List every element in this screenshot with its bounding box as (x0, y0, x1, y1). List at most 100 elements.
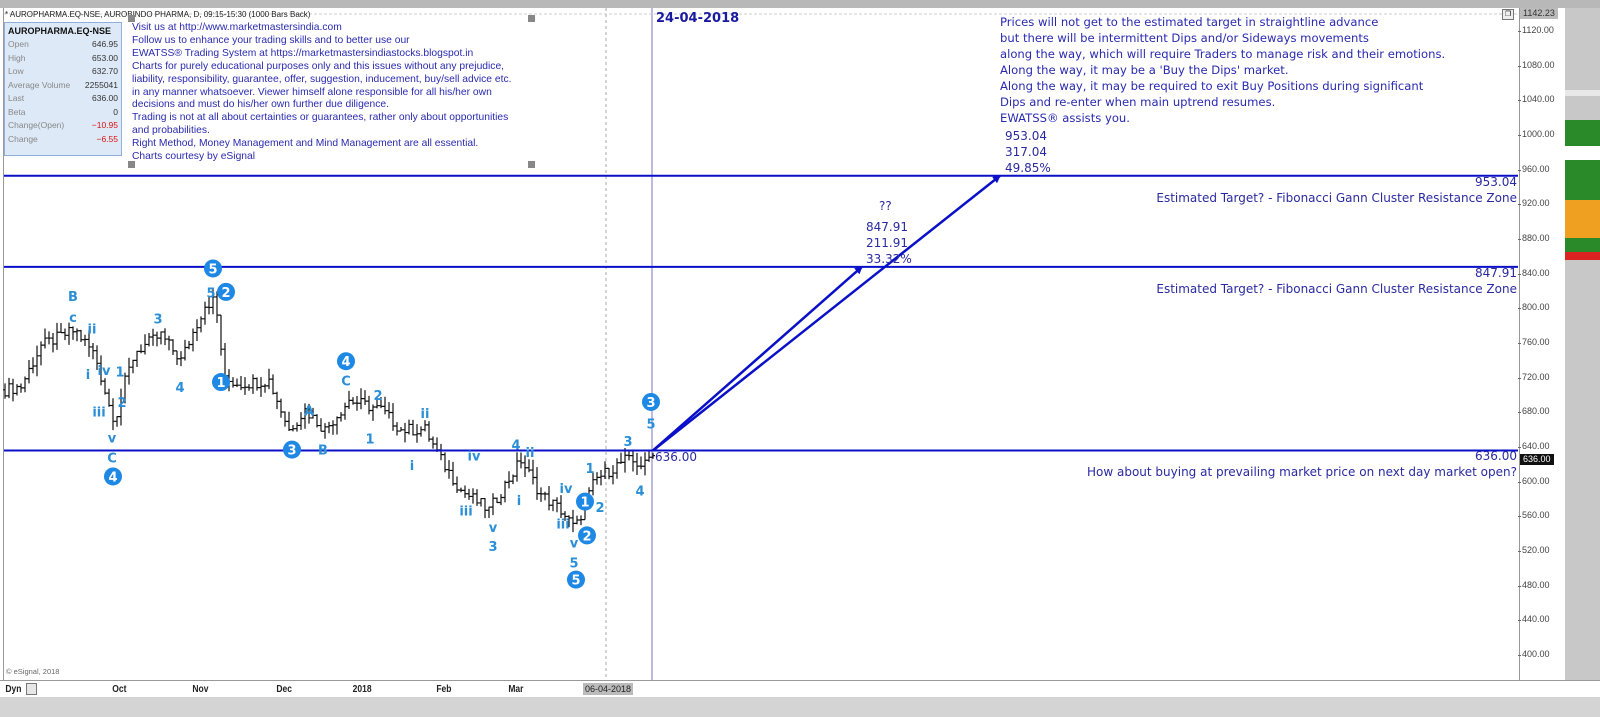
lock-icon[interactable] (26, 683, 37, 695)
note-line: Along the way, it may be required to exi… (1000, 79, 1424, 93)
price-bar (527, 459, 531, 473)
last-price-tag: 636.00 (1520, 454, 1554, 465)
price-bar (367, 395, 371, 415)
stat-line: ?? (879, 199, 892, 213)
y-tick-label: 720.00 (1518, 371, 1550, 382)
wave-label: C (341, 374, 351, 389)
price-bar (267, 368, 271, 390)
price-bar (455, 476, 459, 494)
price-bar (19, 383, 23, 393)
y-tick-label: 800.00 (1518, 302, 1550, 313)
price-bar (439, 443, 443, 461)
high-price-tag: 1142.23 (1520, 8, 1558, 19)
note-line: but there will be intermittent Dips and/… (1000, 31, 1369, 45)
y-tick-label: 1080.00 (1518, 59, 1555, 70)
info-value: 646.95 (92, 39, 118, 49)
wave-label: 1 (216, 376, 225, 391)
wave-circle-marker (578, 526, 596, 545)
copyright: © eSignal, 2018 (6, 667, 60, 676)
price-bar (547, 485, 551, 511)
price-bar (263, 383, 267, 393)
resize-handle[interactable] (528, 15, 535, 22)
price-bar (287, 411, 291, 432)
x-tick-label: Oct (112, 684, 127, 695)
price-bar (63, 328, 67, 341)
price-bar (47, 331, 51, 345)
wave-circle-marker (283, 440, 301, 459)
wave-label: 2 (117, 396, 126, 411)
target-1-stats: 953.04 317.04 49.85% (1005, 128, 1051, 176)
y-tick-label: 520.00 (1518, 545, 1550, 556)
price-bar (319, 418, 323, 432)
price-bar (131, 359, 135, 374)
resize-handle[interactable] (128, 15, 135, 22)
y-tick-label: 600.00 (1518, 475, 1550, 486)
price-bar (611, 465, 615, 485)
status-red (1565, 252, 1600, 260)
price-bar (627, 450, 631, 461)
price-bar (531, 459, 535, 485)
price-bar (475, 489, 479, 506)
price-bar (623, 448, 627, 473)
price-bar (255, 377, 259, 391)
wave-label: ii (526, 446, 535, 461)
time-axis[interactable]: Dyn 06-04-2018 Oct Nov Dec 2018 Feb Mar (0, 680, 1600, 698)
info-row: Change(Open) −10.95 (5, 119, 121, 133)
price-bar (511, 474, 515, 485)
wave-label: 3 (153, 313, 162, 328)
price-bar (343, 402, 347, 420)
price-bar (179, 351, 183, 367)
restore-window-icon[interactable]: ❐ (1502, 9, 1514, 20)
date-marker-label: 24-04-2018 (656, 11, 740, 26)
price-bar (231, 377, 235, 388)
side-panel (1565, 8, 1600, 681)
disclaimer-line: Trading is not at all about certainties … (132, 112, 509, 124)
price-bar (459, 487, 463, 493)
price-bar (207, 296, 211, 315)
price-bar (239, 375, 243, 391)
resize-handle[interactable] (528, 161, 535, 168)
price-bar (111, 398, 115, 431)
y-tick-label: 440.00 (1518, 614, 1550, 625)
price-bar (491, 493, 495, 516)
resize-handle[interactable] (128, 161, 135, 168)
wave-label: 4 (341, 355, 350, 370)
price-bar (323, 423, 327, 439)
info-row: Open 646.95 (5, 38, 121, 52)
price-bar (67, 322, 71, 345)
price-bar (171, 339, 175, 356)
price-bar (487, 506, 491, 518)
price-bar (311, 407, 315, 419)
target-projection-arrow (652, 265, 863, 452)
price-bar (443, 452, 447, 473)
price-bar (271, 374, 275, 395)
wave-label: 4 (108, 470, 117, 485)
wave-label: 5 (208, 262, 217, 277)
price-bar (39, 341, 43, 366)
price-bar (551, 499, 555, 512)
price-bar (463, 485, 467, 498)
stat-line: 953.04 (1005, 129, 1047, 143)
price-bar (635, 452, 639, 475)
y-tick-label: 1120.00 (1518, 25, 1554, 35)
stat-line: 317.04 (1005, 145, 1047, 159)
status-green (1565, 238, 1600, 252)
price-bar (327, 421, 331, 434)
price-bar (103, 378, 107, 395)
price-bar (615, 458, 619, 479)
disclaimer-line: Charts courtesy by eSignal (132, 151, 256, 163)
price-bar (59, 323, 63, 334)
price-bar (187, 340, 191, 350)
price-bar (451, 461, 455, 486)
price-bar (27, 360, 31, 384)
status-green (1565, 160, 1600, 200)
info-value: −10.95 (91, 120, 118, 130)
x-tick-label: Dec (276, 684, 292, 695)
level-caption: Estimated Target? - Fibonacci Gann Clust… (1156, 191, 1517, 205)
price-axis[interactable]: 1120.00 1080.00 1040.00 1000.00 960.00 920.00… (1518, 8, 1561, 680)
price-bar (479, 497, 483, 507)
x-tick-label: Feb (436, 684, 452, 695)
wave-label: 4 (511, 438, 520, 453)
price-bar (71, 326, 75, 340)
